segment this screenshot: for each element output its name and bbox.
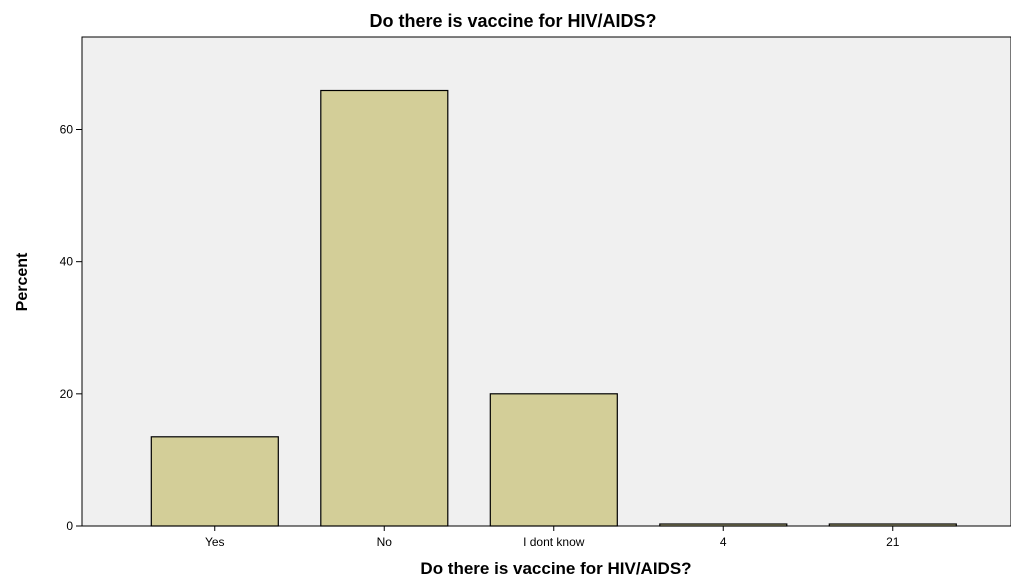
bar-2 <box>489 393 618 527</box>
x-axis: Yes No I dont know 4 21 <box>205 526 900 549</box>
y-axis: 0 20 40 60 <box>60 123 82 533</box>
y-tick-label: 20 <box>60 387 74 401</box>
bar-0 <box>150 436 279 527</box>
x-tick-label: Yes <box>205 535 225 549</box>
bar-4 <box>828 523 957 527</box>
x-tick-label: 21 <box>886 535 900 549</box>
y-tick-label: 40 <box>60 255 74 269</box>
y-tick-label: 0 <box>66 519 73 533</box>
x-tick-label: I dont know <box>523 535 585 549</box>
y-tick-label: 60 <box>60 123 74 137</box>
x-tick-label: No <box>377 535 393 549</box>
x-tick-label: 4 <box>720 535 727 549</box>
bar-1 <box>320 89 449 527</box>
x-axis-label: Do there is vaccine for HIV/AIDS? <box>420 559 691 578</box>
bar-3 <box>659 523 788 527</box>
y-axis-label: Percent <box>14 252 31 311</box>
chart-title: Do there is vaccine for HIV/AIDS? <box>369 11 656 31</box>
